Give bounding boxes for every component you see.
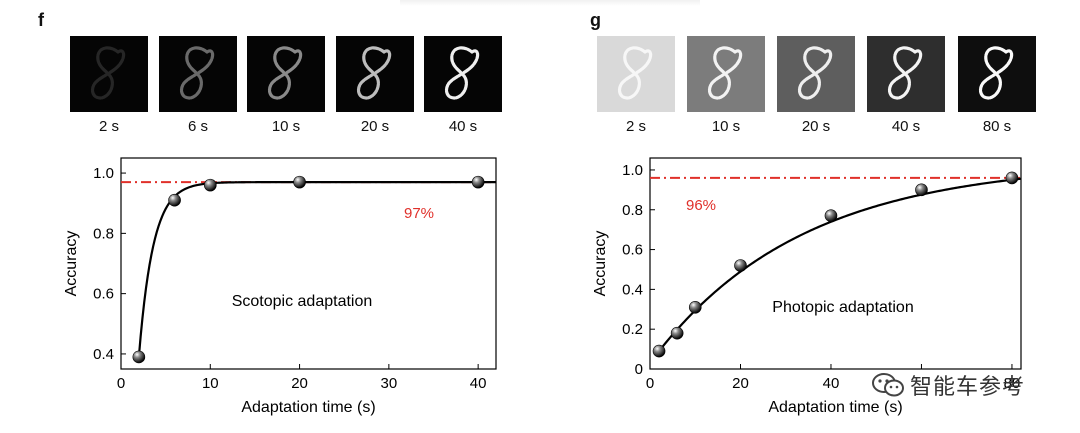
x-tick-label: 80 <box>1004 375 1021 392</box>
digit-thumbnail <box>867 36 945 112</box>
thumbnail-label: 2 s <box>625 118 646 135</box>
x-tick-label: 0 <box>646 375 654 392</box>
y-tick-label: 0.6 <box>622 242 643 259</box>
y-axis-label: Accuracy <box>63 231 80 297</box>
plot-frame <box>649 157 1022 370</box>
thumbnail-label: 40 s <box>448 118 478 135</box>
digit-eight-glyph <box>617 46 653 100</box>
thumbnail-label: 40 s <box>891 118 921 135</box>
panel-letter-g: g <box>590 10 601 30</box>
thumbnail-label: 10 s <box>271 118 301 135</box>
digit-eight-glyph <box>267 46 303 100</box>
data-point <box>203 178 217 192</box>
x-tick-label: 10 <box>202 375 219 392</box>
digit-eight-glyph <box>179 46 215 100</box>
thumbnail-label: 20 s <box>801 118 831 135</box>
digit-stroke <box>90 46 126 100</box>
y-axis-label: Accuracy <box>592 231 609 297</box>
fit-curve <box>658 177 1022 352</box>
annotation-label: Scotopic adaptation <box>232 293 373 310</box>
thumbnail-label: 20 s <box>360 118 390 135</box>
data-point <box>471 175 485 189</box>
digit-thumbnail <box>777 36 855 112</box>
y-tick-label: 0.4 <box>622 281 643 298</box>
digit-thumbnail <box>247 36 325 112</box>
data-point <box>132 350 146 364</box>
thumbnail-label: 10 s <box>711 118 741 135</box>
digit-thumbnail <box>159 36 237 112</box>
annotation-label: Photopic adaptation <box>772 299 913 316</box>
digit-eight-glyph <box>90 46 126 100</box>
data-point <box>688 300 702 314</box>
digit-eight-glyph <box>978 46 1014 100</box>
y-tick-label: 1.0 <box>93 165 114 182</box>
thumbnail-label: 80 s <box>982 118 1012 135</box>
plot-frame <box>120 157 497 370</box>
thumbnail-label: 6 s <box>187 118 208 135</box>
digit-thumbnail <box>597 36 675 112</box>
data-point <box>824 209 838 223</box>
y-tick-label: 0.6 <box>93 286 114 303</box>
digit-eight-glyph <box>356 46 392 100</box>
data-point <box>1005 171 1019 185</box>
x-axis-label: Adaptation time (s) <box>241 399 375 416</box>
x-tick-label: 20 <box>291 375 308 392</box>
digit-eight-glyph <box>797 46 833 100</box>
x-tick-label: 20 <box>732 375 749 392</box>
data-point <box>915 183 928 197</box>
digit-thumbnail <box>424 36 502 112</box>
data-point <box>652 344 666 358</box>
data-point <box>670 326 684 340</box>
digit-eight-glyph <box>444 46 480 100</box>
wechat-icon <box>872 373 904 397</box>
digit-thumbnail <box>336 36 414 112</box>
digit-thumbnail <box>70 36 148 112</box>
y-tick-label: 0.2 <box>622 321 643 338</box>
x-tick-label: 0 <box>117 375 125 392</box>
data-point <box>168 193 181 207</box>
digit-stroke <box>267 46 303 100</box>
fit-curve <box>137 181 496 358</box>
y-tick-label: 0 <box>635 361 643 378</box>
data-point <box>734 259 747 272</box>
x-tick-label: 40 <box>823 375 840 392</box>
digit-stroke <box>444 46 480 100</box>
digit-stroke <box>797 46 833 100</box>
digit-stroke <box>978 46 1014 100</box>
x-tick-label: 30 <box>381 375 398 392</box>
digit-stroke <box>887 46 923 100</box>
digit-stroke <box>356 46 392 100</box>
digit-eight-glyph <box>887 46 923 100</box>
digit-stroke <box>179 46 215 100</box>
digit-thumbnail <box>958 36 1036 112</box>
digit-eight-glyph <box>707 46 743 100</box>
reference-line-label: 97% <box>404 205 434 222</box>
reference-line-label: 96% <box>686 197 716 214</box>
watermark-text: 智能车参考 <box>910 375 1026 400</box>
thumbnail-label: 2 s <box>98 118 119 135</box>
y-tick-label: 1.0 <box>622 162 643 179</box>
x-tick-label: 40 <box>470 375 487 392</box>
top-shadow <box>400 0 700 6</box>
digit-thumbnail <box>687 36 765 112</box>
y-tick-label: 0.8 <box>622 202 643 219</box>
digit-stroke <box>707 46 743 100</box>
data-point <box>293 175 306 189</box>
x-axis-label: Adaptation time (s) <box>768 399 902 416</box>
digit-stroke <box>617 46 653 100</box>
chart-scotopic: 0 10 20 30 40 0.4 0.6 0.8 1.0 Adaptation time (s)… <box>63 157 497 416</box>
watermark: 智能车参考 <box>868 370 1068 400</box>
panel-letter-f: f <box>38 10 44 30</box>
y-tick-label: 0.4 <box>93 346 114 363</box>
y-tick-label: 0.8 <box>93 225 114 242</box>
